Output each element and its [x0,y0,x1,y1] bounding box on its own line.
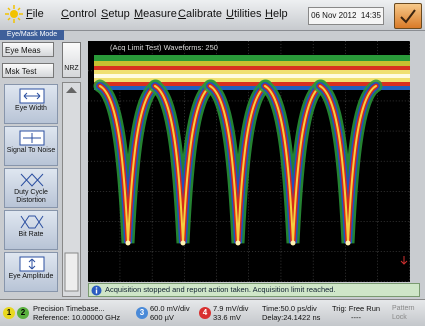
channel-3[interactable]: 3 [136,307,148,319]
channel-4[interactable]: 4 [199,307,211,319]
trigger-detail: ---- [351,313,362,322]
menu-setup[interactable]: Setup [101,8,130,20]
eye-meas-button[interactable]: Eye Meas [2,42,54,57]
ch3-info[interactable]: 60.0 mV/div 600 µV [150,304,190,322]
trigger-mode: Trig: Free Run [332,304,381,313]
eye-diagram [88,41,410,282]
status-message: Acquisition stopped and report action ta… [105,285,336,294]
info-icon [91,285,102,296]
tool-eye-amplitude[interactable]: Eye Amplitude [4,252,58,292]
time-delay: Delay:24.1422 ns [262,313,321,322]
ch4-offset: 33.6 mV [213,313,241,322]
timebase-title: Precision Timebase... [33,304,105,313]
tool-label: Duty Cycle Distortion [14,189,48,204]
nrz-button[interactable]: NRZ [62,42,81,78]
channel-1[interactable]: 1 [3,307,15,319]
tool-label: Eye Amplitude [8,273,54,280]
scrollbar[interactable] [62,82,81,297]
tool-duty-cycle[interactable]: Duty Cycle Distortion [4,168,58,208]
ch3-scale: 60.0 mV/div [150,304,190,313]
tool-signal-to-noise[interactable]: Signal To Noise [4,126,58,166]
status-bar: Acquisition stopped and report action ta… [88,283,420,297]
ch4-info[interactable]: 7.9 mV/div 33.6 mV [213,304,248,322]
menu-bar: File Control Setup Measure Calibrate Uti… [0,0,425,31]
tool-label: Signal To Noise [6,147,56,154]
menu-file[interactable]: File [26,8,44,20]
bottom-bar: 1 2 Precision Timebase... Reference: 10.0… [0,299,425,326]
app-icon [5,5,23,23]
ch4-scale: 7.9 mV/div [213,304,249,313]
menu-calibrate[interactable]: Calibrate [178,8,223,20]
date: 06 Nov 2012 [311,11,357,20]
scope-display: (Acq Limit Test) Waveforms: 250 [88,41,410,282]
menu-help[interactable]: Help [265,8,288,20]
tool-bit-rate[interactable]: Bit Rate [4,210,58,250]
menu-measure[interactable]: Measure [134,8,177,20]
mode-tab[interactable]: Eye/Mask Mode [0,30,64,40]
tool-label: Eye Width [15,105,47,112]
channel-2[interactable]: 2 [17,307,29,319]
scroll-arrows [64,87,79,292]
mask-test-button[interactable]: Msk Test [2,63,54,78]
ch3-offset: 600 µV [150,313,174,322]
time-scale: Time:50.0 ps/div [262,304,317,313]
display-header: (Acq Limit Test) Waveforms: 250 [110,43,218,52]
check-icon [400,9,416,24]
time: 14:35 [360,11,381,20]
tool-label: Bit Rate [18,231,44,238]
date-time: 06 Nov 2012 14:35 [308,7,384,25]
run-button[interactable] [394,3,422,29]
tool-eye-width[interactable]: Eye Width [4,84,58,124]
timebase-info[interactable]: Precision Timebase... Reference: 10.00000… [33,304,120,322]
menu-control[interactable]: Control [61,8,97,20]
trigger-info[interactable]: Trig: Free Run ---- [332,304,380,322]
timebase-reference: Reference: 10.00000 GHz [33,313,121,322]
menu-utilities[interactable]: Utilities [226,8,262,20]
time-info[interactable]: Time:50.0 ps/div Delay:24.1422 ns [262,304,320,322]
pattern-lock[interactable]: Pattern Lock [392,305,415,321]
